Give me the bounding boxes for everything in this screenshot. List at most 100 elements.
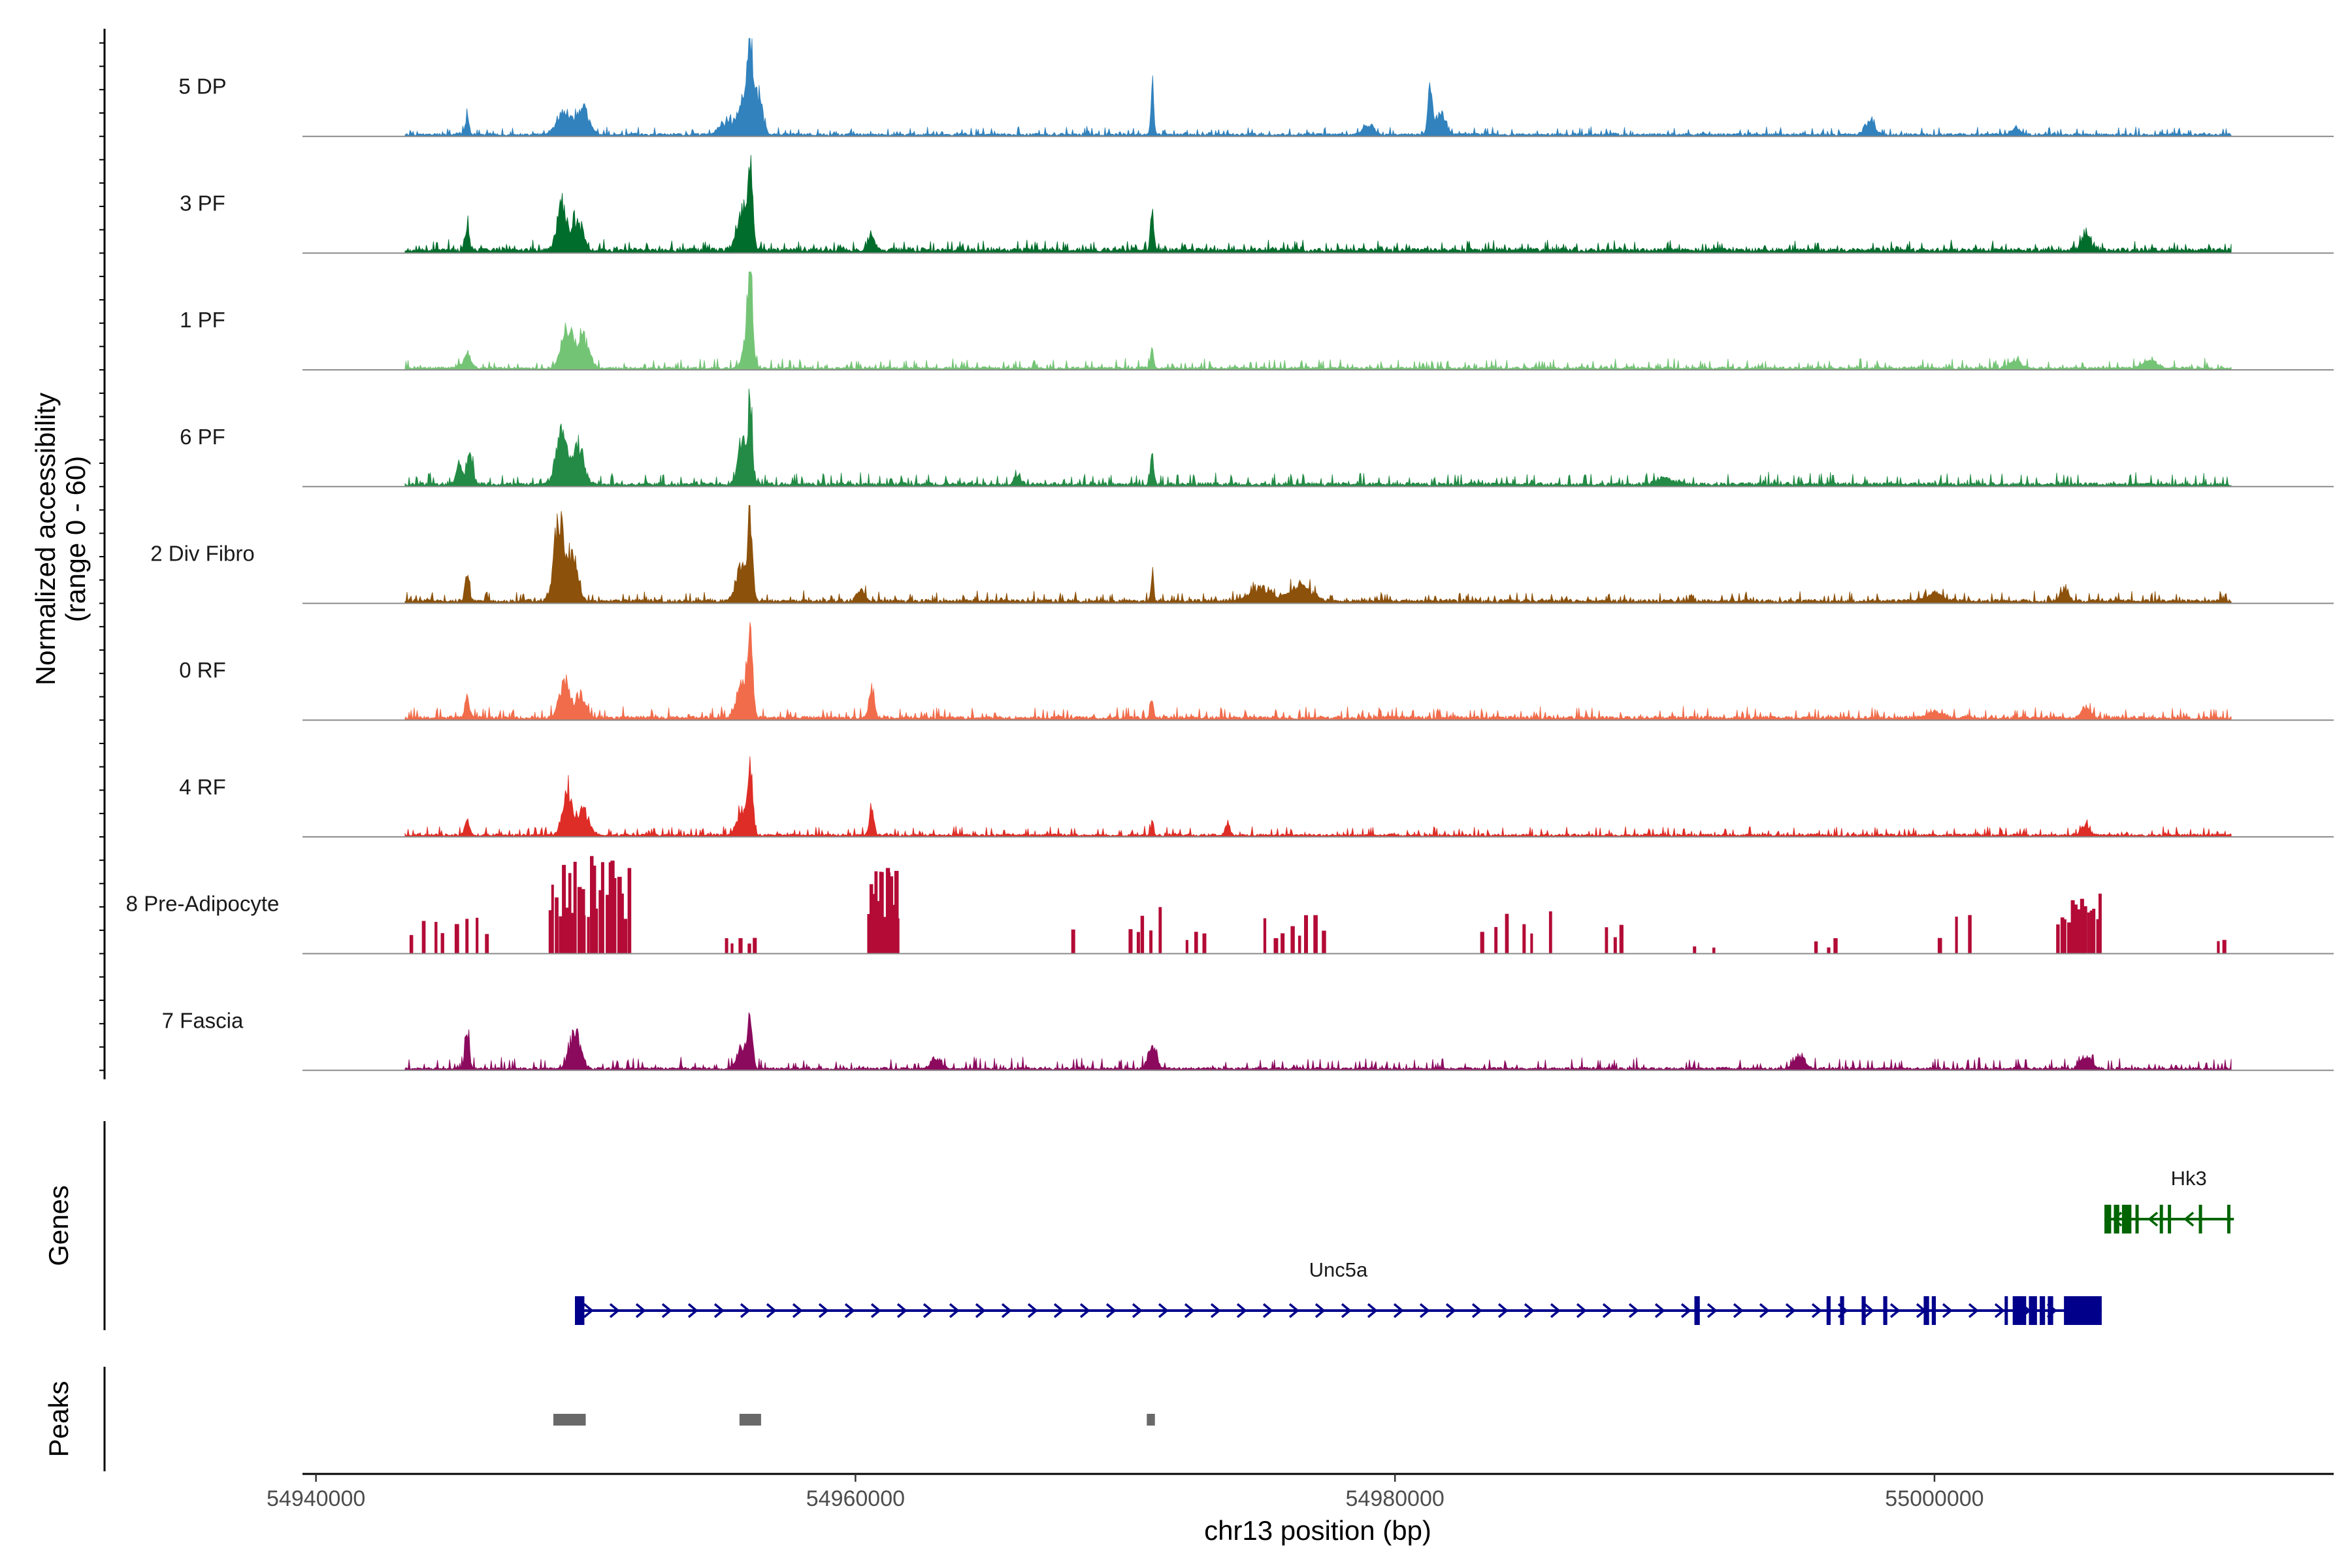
strand-arrow [1759,1303,1770,1318]
x-axis-title: chr13 position (bp) [1204,1515,1431,1546]
strand-arrow [1236,1303,1247,1318]
exon [1931,1296,1936,1325]
strand-arrow [1105,1303,1117,1318]
exon [2064,1296,2102,1325]
x-tick-label: 54940000 [267,1486,365,1511]
strand-arrow [1524,1303,1535,1318]
exon [1883,1296,1887,1325]
coverage-bar [747,943,751,954]
coverage-bar [583,915,586,954]
coverage-bar [1613,937,1617,954]
strand-arrow [713,1303,725,1318]
strand-arrow [1393,1303,1404,1318]
coverage-bar [2070,900,2075,954]
coverage-bar [440,933,444,954]
strand-arrow [1680,1303,1691,1318]
exon [2114,1205,2119,1233]
coverage-bar [559,916,563,954]
track-8-pre-adipocyte: 8 Pre-Adipocyte [126,856,2334,955]
coverage-area [404,622,2232,721]
x-tick-label: 54960000 [806,1486,905,1511]
coverage-bar [1530,933,1533,954]
y-axis-title-line1: Normalized accessibility [30,393,61,685]
coverage-bar [1136,932,1140,954]
coverage-area [404,756,2232,838]
strand-arrow [870,1303,881,1318]
coverage-bar [577,887,582,954]
coverage-bar [2087,912,2090,954]
coverage-bar [1693,946,1697,954]
strand-arrow [766,1303,777,1318]
coverage-bar [1712,947,1716,954]
coverage-bar [2083,906,2087,954]
x-tick-label: 55000000 [1885,1486,1984,1511]
exon [2168,1205,2172,1233]
coverage-bar [2067,922,2072,954]
coverage-bar [896,918,900,954]
track-label: 3 PF [180,191,225,215]
coverage-area [404,38,2232,137]
coverage-bar [409,935,414,954]
strand-arrow [923,1303,934,1318]
coverage-bar [434,922,438,954]
track-label: 8 Pre-Adipocyte [126,892,280,916]
coverage-bar [1605,927,1609,954]
y-axis-title-line2: (range 0 - 60) [60,456,91,622]
coverage-area [404,388,2232,487]
coverage-bar [2089,910,2093,954]
track-7-fascia: 7 Fascia [162,1008,2334,1071]
strand-arrow [1288,1303,1299,1318]
coverage-bar [1833,938,1838,954]
strand-arrow [2148,1211,2159,1227]
strand-arrow [1367,1303,1378,1318]
strand-arrow [609,1303,620,1318]
strand-arrow [1210,1303,1221,1318]
strand-arrow [792,1303,803,1318]
track-label: 0 RF [179,658,226,682]
exon [2104,1205,2112,1233]
strand-arrow [1707,1303,1718,1318]
track-label: 4 RF [179,775,226,799]
coverage-bar [890,876,894,954]
coverage-bar [1263,918,1267,954]
coverage-bar [2073,904,2078,954]
strand-arrow [818,1303,829,1318]
exon [2012,1296,2027,1325]
strand-arrow [1785,1303,1796,1318]
peaks-panel-title: Peaks [43,1381,74,1458]
coverage-bar [876,901,881,954]
coverage-bar [1313,915,1318,954]
track-label: 2 Div Fibro [150,542,255,566]
strand-arrow [1811,1303,1822,1318]
exon [1840,1296,1844,1325]
coverage-bar [1619,924,1624,954]
strand-arrow [1863,1303,1874,1318]
strand-arrow [949,1303,960,1318]
track-2-div-fibro: 2 Div Fibro [150,505,2334,604]
coverage-bar [753,938,757,954]
track-5-dp: 5 DP [178,38,2334,137]
coverage-bar [871,894,875,954]
track-3-pf: 3 PF [180,155,2334,254]
coverage-bar [548,910,553,954]
exon [2198,1205,2202,1233]
coverage-bar [1548,911,1552,954]
coverage-bar [476,917,479,954]
gene-hk3: Hk3 [2104,1167,2234,1233]
coverage-bar [562,864,566,954]
coverage-y-ticks [99,42,105,1071]
coverage-bar [2060,917,2065,954]
exon [1826,1296,1831,1325]
strand-arrow [1027,1303,1038,1318]
strand-arrow [1184,1303,1195,1318]
coverage-bar [1281,933,1285,954]
x-tick-label: 54980000 [1346,1486,1445,1511]
strand-arrow [1315,1303,1326,1318]
strand-arrow [740,1303,751,1318]
coverage-bar [882,917,887,954]
genes-panel-title: Genes [43,1185,74,1266]
strand-arrow [1994,1303,2005,1318]
exon [2004,1296,2008,1325]
coverage-bar [892,905,896,954]
coverage-bar [1494,926,1498,954]
